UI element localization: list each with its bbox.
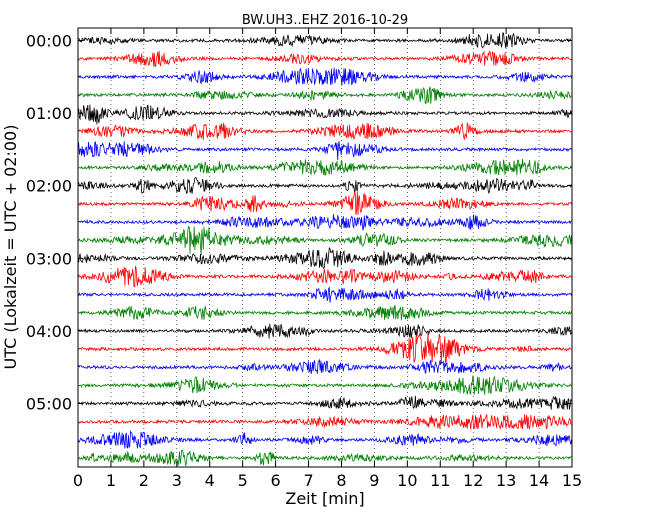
- y-tick-label: 04:00: [26, 322, 72, 341]
- y-tick-label: 02:00: [26, 177, 72, 196]
- x-tick-label: 10: [397, 471, 417, 490]
- plot-area: [77, 27, 573, 468]
- x-tick-label: 4: [205, 471, 215, 490]
- trace-row: [77, 141, 572, 161]
- x-tick-label: 9: [369, 471, 379, 490]
- trace-row: [77, 449, 572, 466]
- trace-row: [77, 225, 572, 256]
- plot-frame: [77, 27, 573, 468]
- chart-title: BW.UH3..EHZ 2016-10-29: [242, 13, 408, 28]
- y-tick-label: 05:00: [26, 395, 72, 414]
- y-axis-ticks: 00:00 01:00 02:00 03:00 04:00 05:00: [26, 32, 572, 414]
- x-tick-label: 13: [496, 471, 516, 490]
- trace-row: [77, 395, 572, 410]
- trace-row: [77, 430, 572, 449]
- trace-row: [77, 323, 572, 339]
- trace-row: [77, 122, 572, 141]
- y-axis-label: UTC (Lokalzeit = UTC + 02:00): [1, 125, 20, 370]
- trace-row: [77, 50, 572, 67]
- trace-row: [77, 214, 572, 231]
- x-tick-label: 14: [529, 471, 549, 490]
- trace-row: [77, 358, 572, 374]
- trace-row: [77, 332, 572, 364]
- seismogram-traces: [77, 32, 572, 466]
- x-axis-ticks: 0 1 2 3 4 5 6 7 8 9 10 11 12 13 14 15: [73, 28, 582, 490]
- x-tick-label: 3: [172, 471, 182, 490]
- trace-row: [77, 86, 572, 105]
- y-tick-label: 03:00: [26, 249, 72, 268]
- x-tick-label: 12: [463, 471, 483, 490]
- trace-row: [77, 413, 572, 430]
- trace-row: [77, 67, 572, 86]
- trace-row: [77, 32, 572, 49]
- y-tick-label: 00:00: [26, 32, 72, 51]
- trace-row: [77, 305, 572, 321]
- trace-row: [77, 375, 572, 395]
- trace-row: [77, 265, 572, 288]
- x-tick-label: 7: [303, 471, 313, 490]
- x-tick-label: 11: [430, 471, 450, 490]
- x-tick-label: 15: [562, 471, 582, 490]
- trace-row: [77, 191, 572, 216]
- trace-row: [77, 177, 572, 195]
- x-tick-label: 6: [271, 471, 281, 490]
- trace-row: [77, 104, 572, 125]
- x-tick-label: 5: [238, 471, 248, 490]
- x-tick-label: 8: [336, 471, 346, 490]
- plot-background: [78, 28, 572, 467]
- trace-row: [77, 286, 572, 303]
- x-tick-label: 2: [139, 471, 149, 490]
- trace-row: [77, 159, 572, 176]
- y-tick-label: 01:00: [26, 104, 72, 123]
- x-tick-label: 0: [73, 471, 83, 490]
- x-tick-label: 1: [106, 471, 116, 490]
- trace-row: [77, 247, 572, 270]
- x-axis-label: Zeit [min]: [285, 489, 364, 508]
